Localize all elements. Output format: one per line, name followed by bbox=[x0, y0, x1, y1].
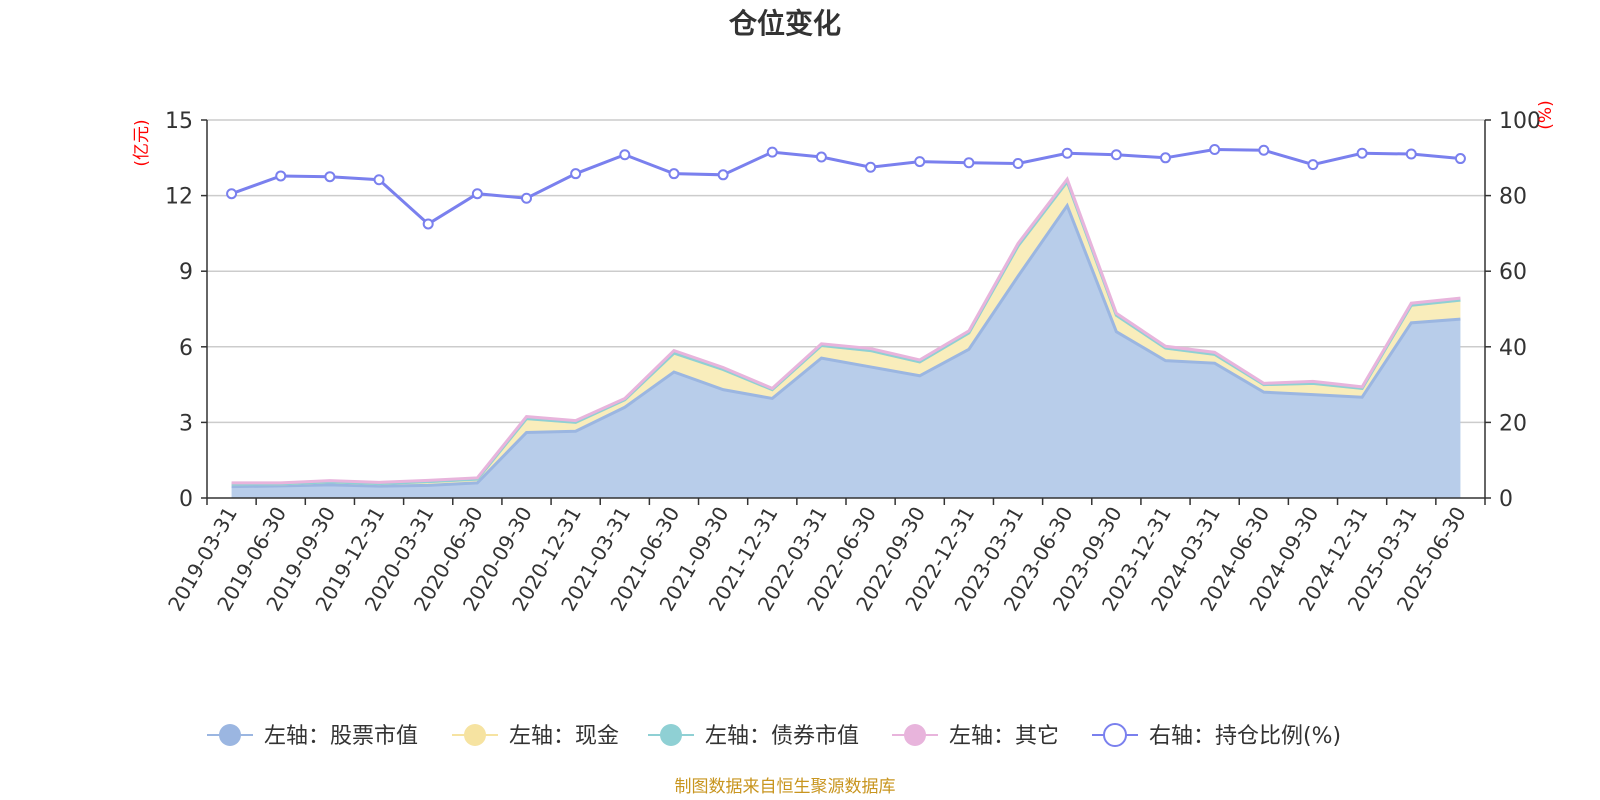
left-axis-tick-label: 15 bbox=[165, 109, 193, 134]
holding-ratio-point bbox=[422, 218, 434, 230]
left-axis-tick-label: 6 bbox=[179, 336, 193, 361]
legend-hollow-circle-icon bbox=[1103, 723, 1127, 747]
legend-circle-icon bbox=[904, 724, 926, 746]
holding-ratio-line-layer bbox=[226, 143, 1466, 230]
legend-label: 左轴：现金 bbox=[509, 724, 619, 749]
area-edge-左轴：股票市值 bbox=[231, 202, 1461, 489]
chart-title: 仓位变化 bbox=[729, 7, 841, 40]
stacked-area-layer bbox=[231, 176, 1461, 498]
right-axis-tick-label: 100 bbox=[1499, 109, 1541, 134]
legend-label: 左轴：其它 bbox=[949, 724, 1059, 749]
right-axis-tick-label: 0 bbox=[1499, 487, 1513, 512]
holding-ratio-point bbox=[1454, 153, 1466, 165]
legend-label: 左轴：债券市值 bbox=[705, 724, 859, 749]
holding-ratio-point bbox=[815, 151, 827, 163]
holding-ratio-point bbox=[865, 161, 877, 173]
data-source-note: 制图数据来自恒生聚源数据库 bbox=[675, 777, 896, 797]
holding-ratio-point bbox=[619, 149, 631, 161]
holding-ratio-point bbox=[717, 169, 729, 181]
holding-ratio-point bbox=[521, 192, 532, 204]
left-axis-tick-label: 0 bbox=[179, 487, 193, 512]
right-axis-tick-label: 20 bbox=[1499, 411, 1527, 436]
right-axis-tick-label: 40 bbox=[1499, 336, 1527, 361]
left-axis-unit: (亿元) bbox=[132, 119, 152, 166]
legend-label: 右轴：持仓比例(%) bbox=[1149, 724, 1341, 749]
right-axis-tick-label: 80 bbox=[1499, 185, 1527, 210]
holding-ratio-point bbox=[1061, 147, 1073, 159]
holding-ratio-point bbox=[1307, 159, 1319, 171]
left-axis-tick-label: 3 bbox=[179, 411, 193, 436]
legend-circle-icon bbox=[464, 724, 486, 746]
left-axis-tick-label: 9 bbox=[179, 260, 193, 285]
legend-item: 左轴：其它 bbox=[892, 724, 1059, 749]
legend-item: 右轴：持仓比例(%) bbox=[1092, 723, 1341, 749]
legend-item: 左轴：股票市值 bbox=[207, 724, 418, 749]
holding-ratio-point bbox=[570, 168, 582, 180]
holding-ratio-point bbox=[766, 146, 778, 158]
legend-label: 左轴：股票市值 bbox=[264, 724, 418, 749]
legend-circle-icon bbox=[660, 724, 682, 746]
area-edge-左轴：其它 bbox=[231, 176, 1461, 485]
holding-ratio-point bbox=[1405, 148, 1417, 160]
area-左轴：股票市值 bbox=[231, 205, 1461, 498]
holding-ratio-point bbox=[1012, 157, 1024, 169]
legend-circle-icon bbox=[219, 724, 241, 746]
holding-ratio-point bbox=[1209, 143, 1221, 155]
right-axis-tick-label: 60 bbox=[1499, 260, 1527, 285]
holding-ratio-point bbox=[914, 156, 926, 168]
holding-ratio-point bbox=[1160, 152, 1171, 164]
holding-ratio-point bbox=[668, 168, 680, 180]
right-axis-unit: (%) bbox=[1536, 100, 1556, 129]
left-axis-tick-label: 12 bbox=[165, 185, 193, 210]
holding-ratio-point bbox=[324, 171, 336, 183]
holding-ratio-point bbox=[1258, 144, 1270, 156]
holding-ratio-line bbox=[231, 147, 1461, 226]
holding-ratio-point bbox=[963, 157, 975, 169]
legend-item: 左轴：现金 bbox=[452, 724, 619, 749]
holding-ratio-point bbox=[275, 170, 287, 182]
holding-ratio-point bbox=[1356, 147, 1368, 159]
holding-ratio-point bbox=[226, 188, 238, 200]
holding-ratio-point bbox=[373, 174, 385, 186]
holding-ratio-point bbox=[471, 188, 483, 200]
holding-ratio-point bbox=[1110, 149, 1122, 161]
legend-item: 左轴：债券市值 bbox=[648, 724, 859, 749]
legend: 左轴：股票市值 左轴：现金 左轴：债券市值 左轴：其它 右轴：持仓比例(%) bbox=[207, 723, 1341, 749]
